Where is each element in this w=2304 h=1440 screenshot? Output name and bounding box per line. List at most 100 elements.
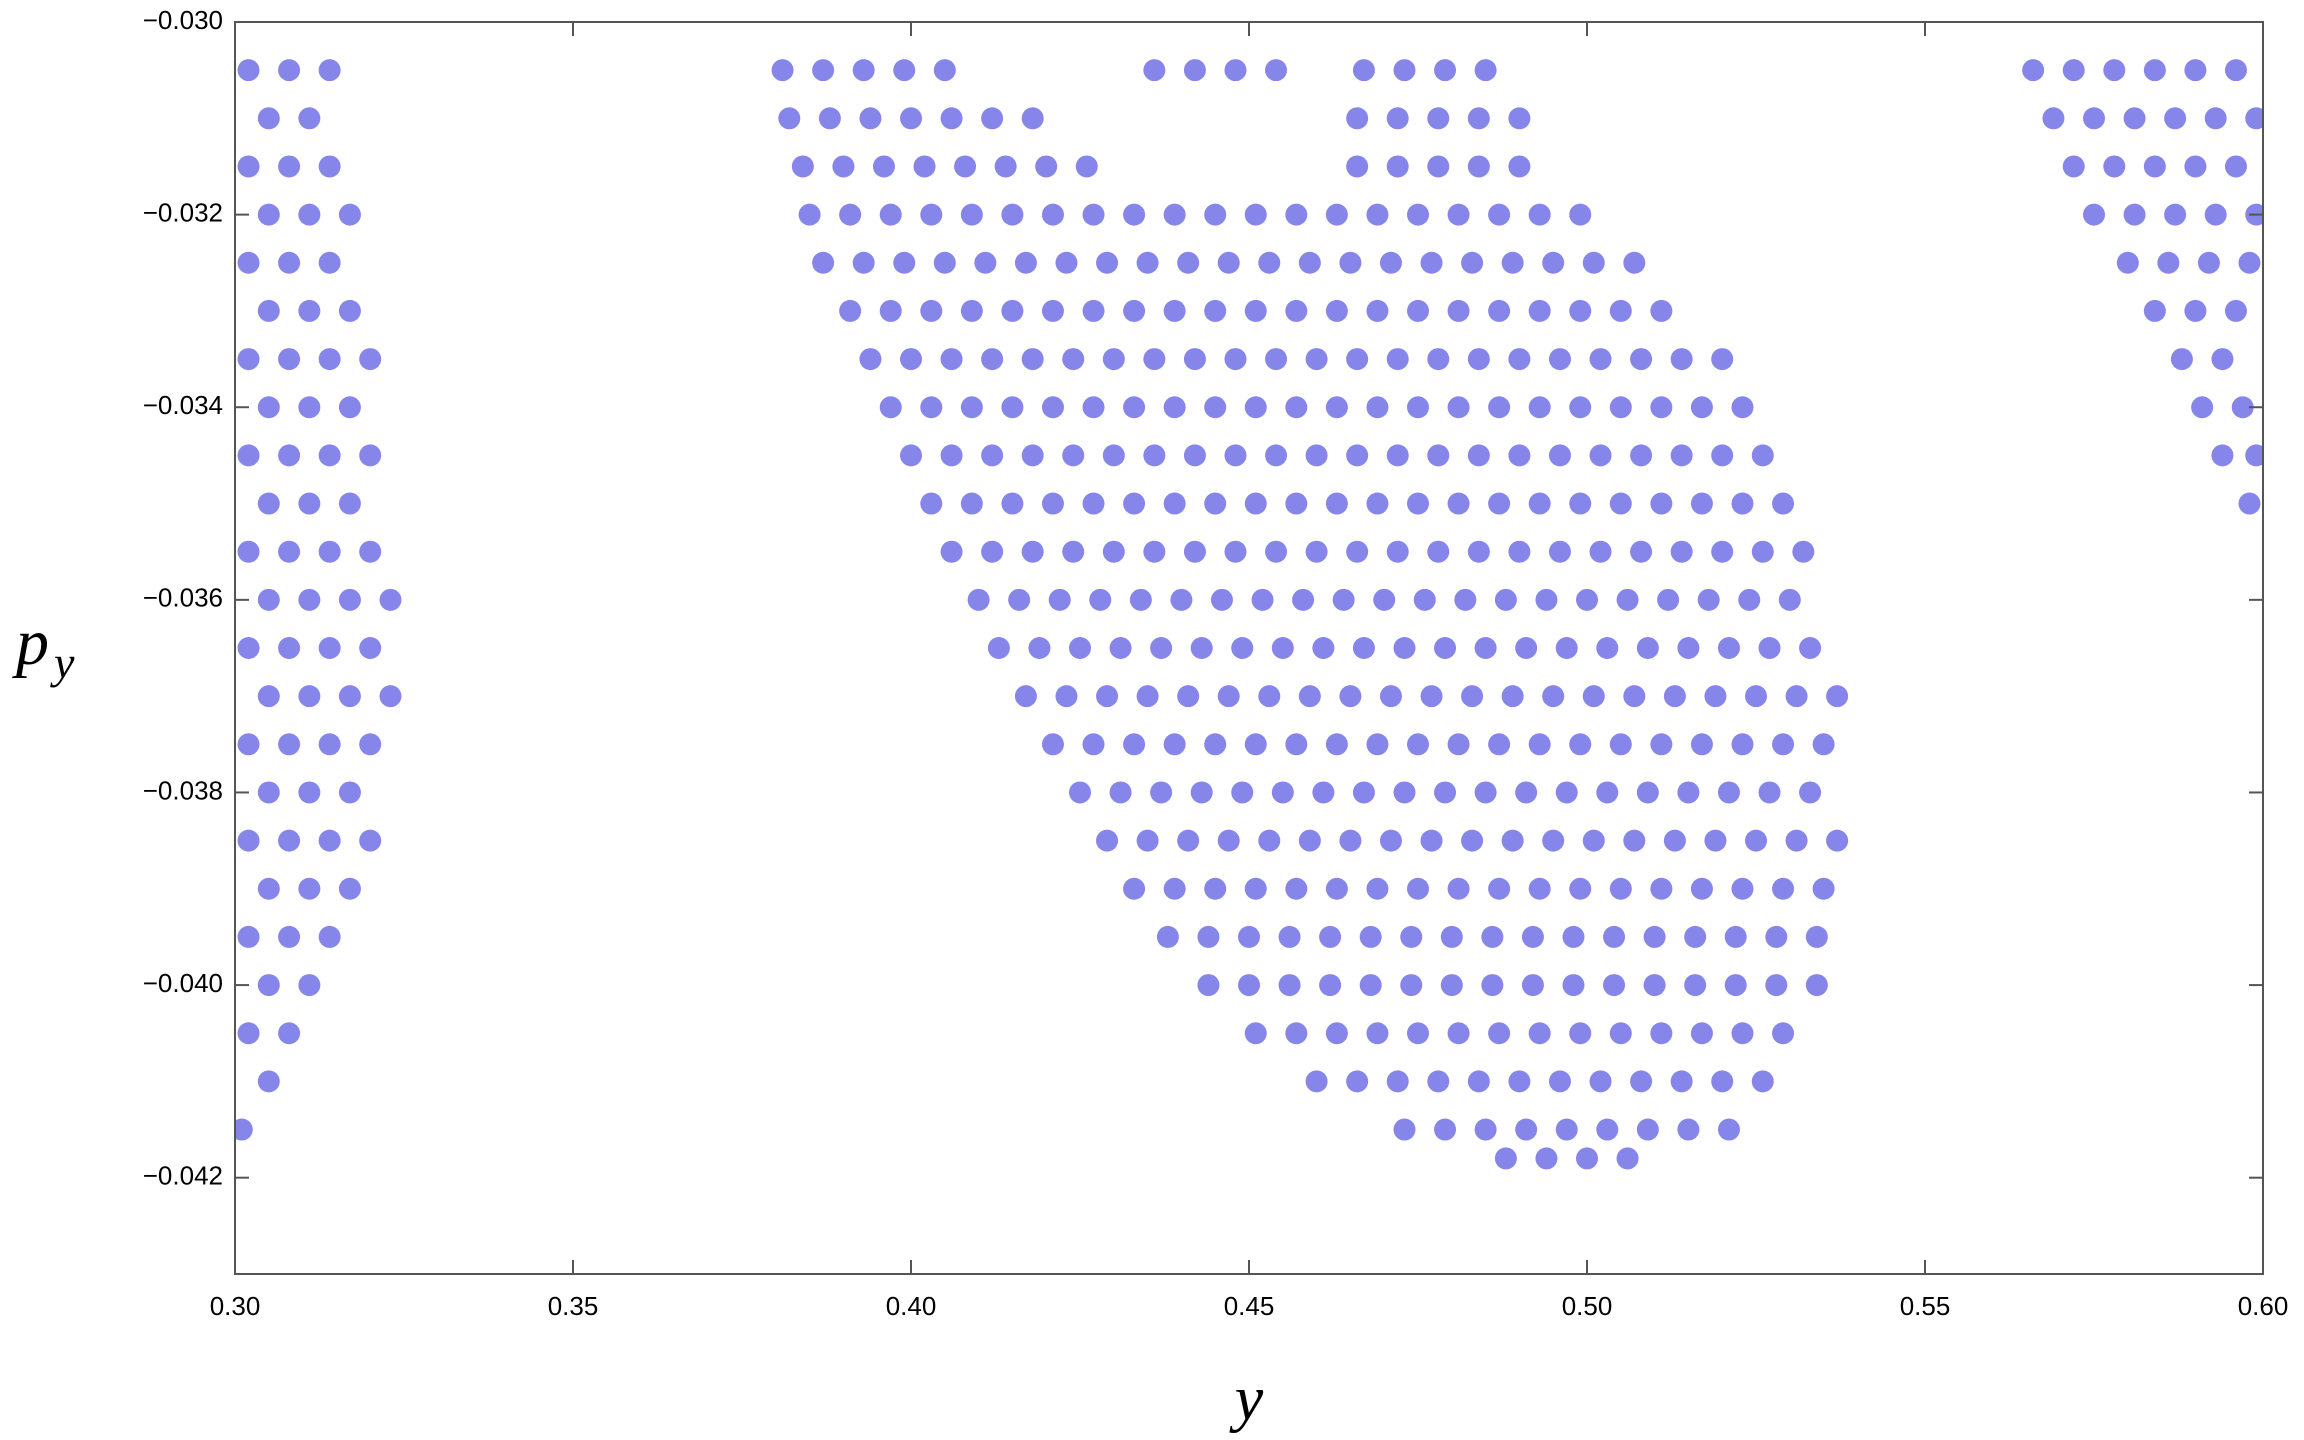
point: [1542, 685, 1565, 708]
point: [1082, 299, 1105, 322]
point: [1765, 974, 1788, 997]
point: [1650, 1022, 1673, 1045]
point: [278, 59, 301, 82]
point: [1474, 637, 1497, 659]
point: [1454, 588, 1477, 611]
point: [1014, 251, 1037, 274]
point: [2245, 444, 2263, 467]
point: [1190, 637, 1213, 659]
point: [1062, 348, 1085, 371]
point: [1582, 251, 1605, 274]
point: [1528, 299, 1551, 322]
point: [1488, 877, 1511, 900]
point: [1386, 107, 1409, 130]
point: [1407, 396, 1429, 419]
point: [1102, 348, 1125, 371]
point: [1359, 974, 1382, 997]
point: [278, 348, 301, 371]
x-tick-label: 0.50: [1562, 1291, 1613, 1321]
point: [1745, 685, 1767, 708]
point: [1603, 925, 1626, 948]
point: [1461, 829, 1484, 852]
point: [1521, 974, 1544, 997]
point: [879, 203, 902, 226]
point: [1582, 829, 1605, 852]
point: [278, 829, 301, 852]
point: [1014, 685, 1037, 708]
point: [359, 637, 382, 659]
point: [1488, 396, 1511, 419]
point: [1440, 974, 1463, 997]
point: [1001, 492, 1024, 515]
point: [1663, 685, 1686, 708]
point: [981, 107, 1004, 130]
point: [1238, 974, 1260, 997]
point: [1346, 107, 1369, 130]
point: [1677, 1118, 1700, 1141]
point: [1569, 203, 1592, 226]
point: [1690, 877, 1713, 900]
point: [1670, 540, 1693, 563]
point: [257, 1070, 280, 1093]
point: [1488, 492, 1511, 515]
point: [359, 444, 382, 467]
point: [257, 877, 280, 900]
point: [1447, 733, 1470, 756]
point: [1420, 251, 1443, 274]
point: [1711, 444, 1734, 467]
point: [237, 925, 260, 948]
point: [298, 396, 321, 419]
point: [1231, 781, 1254, 804]
point: [1366, 1022, 1389, 1045]
point: [1204, 492, 1227, 515]
point: [940, 444, 963, 467]
point: [2197, 251, 2220, 274]
x-tick-label: 0.40: [886, 1291, 937, 1321]
point: [1751, 444, 1774, 467]
point: [278, 733, 301, 756]
y-axis-label-subscript: y: [50, 637, 75, 688]
point: [981, 444, 1004, 467]
point: [1772, 492, 1795, 515]
point: [1643, 974, 1666, 997]
point: [237, 637, 260, 659]
point: [318, 155, 341, 178]
point: [278, 251, 301, 274]
point: [1785, 685, 1808, 708]
point: [338, 492, 361, 515]
point: [1285, 492, 1308, 515]
point: [1379, 685, 1402, 708]
point: [1285, 299, 1308, 322]
point: [1677, 781, 1700, 804]
point: [1420, 829, 1443, 852]
point: [237, 348, 260, 371]
point: [257, 299, 280, 322]
point: [1461, 251, 1484, 274]
point: [1501, 685, 1524, 708]
point: [1447, 299, 1470, 322]
point: [832, 155, 855, 178]
point: [1690, 733, 1713, 756]
point: [1285, 1022, 1308, 1045]
point: [1210, 588, 1233, 611]
point: [1136, 829, 1159, 852]
point: [1630, 444, 1653, 467]
point: [1217, 685, 1240, 708]
point: [2123, 203, 2146, 226]
point: [1197, 974, 1220, 997]
point: [1021, 540, 1044, 563]
point: [1366, 492, 1389, 515]
point: [1670, 444, 1693, 467]
point: [1258, 251, 1281, 274]
point: [1001, 396, 1024, 419]
point: [1434, 59, 1457, 82]
point: [1636, 1118, 1659, 1141]
point: [1731, 396, 1754, 419]
point: [237, 829, 260, 852]
point: [1596, 1118, 1619, 1141]
point: [298, 781, 321, 804]
point: [1616, 588, 1639, 611]
point: [1609, 299, 1632, 322]
point: [1474, 59, 1497, 82]
point: [1515, 637, 1538, 659]
